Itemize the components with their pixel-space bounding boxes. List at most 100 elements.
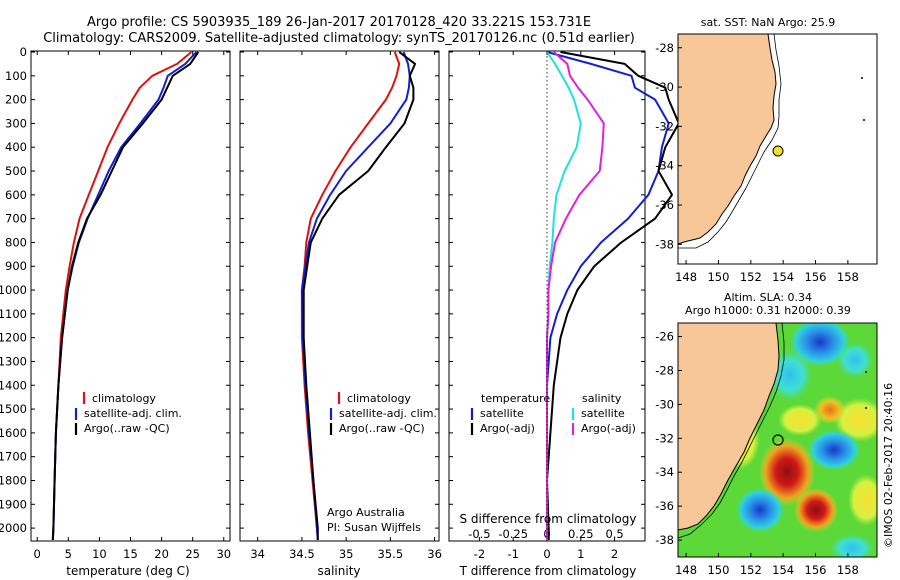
legend-climatology: climatology — [347, 392, 411, 405]
legend-climatology: climatology — [92, 392, 156, 405]
map-bottom-title-2: Argo h1000: 0.31 h2000: 0.39 — [685, 304, 851, 317]
series-line-climatology — [51, 51, 193, 541]
map-top-land — [677, 33, 777, 245]
title-line-1: Argo profile: CS 5903935_189 26-Jan-2017… — [87, 15, 591, 30]
salinity-x-tick-label: 34.5 — [289, 547, 315, 561]
legend-s-satellite: satellite — [581, 407, 625, 420]
map-lon-tick-label: 152 — [740, 270, 762, 284]
map-lon-tick-label: 154 — [772, 270, 794, 284]
map-lon-tick-label: 158 — [837, 270, 859, 284]
imos-stamp: ©IMOS 02-Feb-2017 20:40:16 — [882, 383, 895, 548]
temperature-x-tick-label: 15 — [123, 547, 138, 561]
salinity-x-tick-label: 34 — [250, 547, 265, 561]
map-lat-tick-label: -36 — [655, 198, 674, 212]
depth-tick-label: 900 — [5, 259, 27, 273]
salinity-diff-tick-label: -0.5 — [468, 527, 490, 541]
depth-tick-label: 200 — [5, 93, 27, 107]
difference-x-tick-label: 0 — [543, 547, 550, 561]
temperature-x-tick-label: 30 — [216, 547, 231, 561]
map-lat-tick-label: -34 — [655, 159, 674, 173]
map-lat-tick-label: -32 — [655, 119, 674, 133]
series-line-argo-raw-qc- — [302, 51, 417, 540]
salinity-x-axis: 34 34.5 35 35.5 36 — [250, 51, 442, 561]
map-lat-tick-label: -28 — [655, 363, 674, 377]
depth-tick-label: 700 — [5, 212, 27, 226]
temperature-x-tick-label: 10 — [92, 547, 107, 561]
depth-tick-label: 1400 — [0, 378, 27, 392]
salinity-diff-tick-label: 0.5 — [605, 527, 623, 541]
series-line-t-satellite — [546, 51, 670, 540]
depth-tick-label: 1200 — [0, 331, 27, 345]
difference-x-tick-label: 1 — [577, 547, 584, 561]
map-lon-tick-label: 148 — [675, 270, 697, 284]
legend-argo: Argo(..raw -QC) — [84, 422, 170, 435]
map-lat-tick-label: -36 — [655, 499, 674, 513]
depth-tick-label: 100 — [5, 69, 27, 83]
map-lat-tick-label: -30 — [655, 80, 674, 94]
depth-tick-label: 300 — [5, 116, 27, 130]
legend-argo: Argo(..raw -QC) — [339, 422, 425, 435]
salinity-x-tick-label: 36 — [427, 547, 442, 561]
map-bottom — [678, 323, 877, 557]
temperature-panel-frame — [30, 50, 231, 542]
depth-tick-label: 500 — [5, 164, 27, 178]
temperature-x-axis: 0 5 10 15 20 25 30 — [34, 51, 231, 561]
credit-line-2: PI: Susan Wijffels — [327, 521, 421, 534]
depth-tick-label: 2000 — [0, 521, 27, 535]
map-bottom-isobath — [678, 323, 785, 539]
difference-x-tick-label: 2 — [611, 547, 618, 561]
map-top-title: sat. SST: NaN Argo: 25.9 — [701, 16, 835, 29]
map-lon-tick-label: 158 — [837, 563, 859, 577]
difference-legend: temperature satellite Argo(-adj) salinit… — [470, 392, 636, 435]
series-line-climatology — [300, 51, 401, 541]
credit-line-1: Argo Australia — [327, 506, 405, 519]
difference-x-tick-label: -1 — [507, 547, 518, 561]
depth-tick-label: 600 — [5, 188, 27, 202]
difference-x-tick-label: -2 — [474, 547, 485, 561]
map-lon-tick-label: 156 — [805, 270, 827, 284]
legend-s-argo: Argo(-adj) — [581, 422, 636, 435]
map-lat-tick-label: -38 — [655, 237, 674, 251]
salinity-x-tick-label: 35 — [339, 547, 354, 561]
map-top-axes: 148 150 152 154 156 158 -28 -30 -32 -34 -36 -38 — [655, 41, 859, 284]
temperature-x-tick-label: 25 — [185, 547, 200, 561]
difference-x-axis: -2 -1 0 1 2-0.5 -0.25 0 0.25 0.5 — [468, 51, 624, 561]
temperature-xlabel: temperature (deg C) — [66, 564, 189, 578]
depth-tick-label: 1500 — [0, 402, 27, 416]
salinity-lines — [300, 51, 417, 541]
map-lat-tick-label: -26 — [655, 330, 674, 344]
legend-temperature-title: temperature — [481, 392, 550, 405]
depth-tick-label: 400 — [5, 140, 27, 154]
depth-tick-label: 1800 — [0, 473, 27, 487]
depth-tick-label: 1300 — [0, 354, 27, 368]
series-line-satellite-adj-clim- — [300, 51, 411, 541]
difference-xlabel: T difference from climatology — [459, 564, 637, 578]
map-lon-tick-label: 150 — [707, 270, 729, 284]
map-lon-tick-label: 150 — [707, 563, 729, 577]
series-line-t-argo-adj- — [546, 51, 680, 540]
map-lon-tick-label: 154 — [772, 563, 794, 577]
temperature-x-tick-label: 20 — [154, 547, 169, 561]
salinity-diff-tick-label: -0.25 — [498, 527, 528, 541]
temperature-lines — [51, 51, 200, 541]
map-bottom-axes: 148 150 152 154 156 158 -26 -28 -30 -32 -34 -36 -38 — [655, 330, 859, 577]
map-lon-tick-label: 148 — [675, 563, 697, 577]
salinity-diff-tick-label: 0.25 — [568, 527, 594, 541]
legend-satellite: satellite-adj. clim. — [84, 407, 182, 420]
map-lat-tick-label: -34 — [655, 465, 674, 479]
legend-salinity-title: salinity — [582, 392, 622, 405]
map-top-isobath — [678, 33, 782, 249]
depth-tick-label: 0 — [20, 45, 27, 59]
legend-t-satellite: satellite — [480, 407, 524, 420]
map-top — [677, 33, 878, 265]
map-lon-tick-label: 156 — [805, 563, 827, 577]
map-lat-tick-label: -30 — [655, 397, 674, 411]
depth-tick-label: 1700 — [0, 450, 27, 464]
depth-tick-label: 1900 — [0, 497, 27, 511]
legend-t-argo: Argo(-adj) — [480, 422, 535, 435]
temperature-legend: climatology satellite-adj. clim. Argo(..… — [74, 392, 182, 435]
depth-tick-label: 1600 — [0, 426, 27, 440]
salinity-x-tick-label: 35.5 — [378, 547, 404, 561]
map-lat-tick-label: -28 — [655, 41, 674, 55]
